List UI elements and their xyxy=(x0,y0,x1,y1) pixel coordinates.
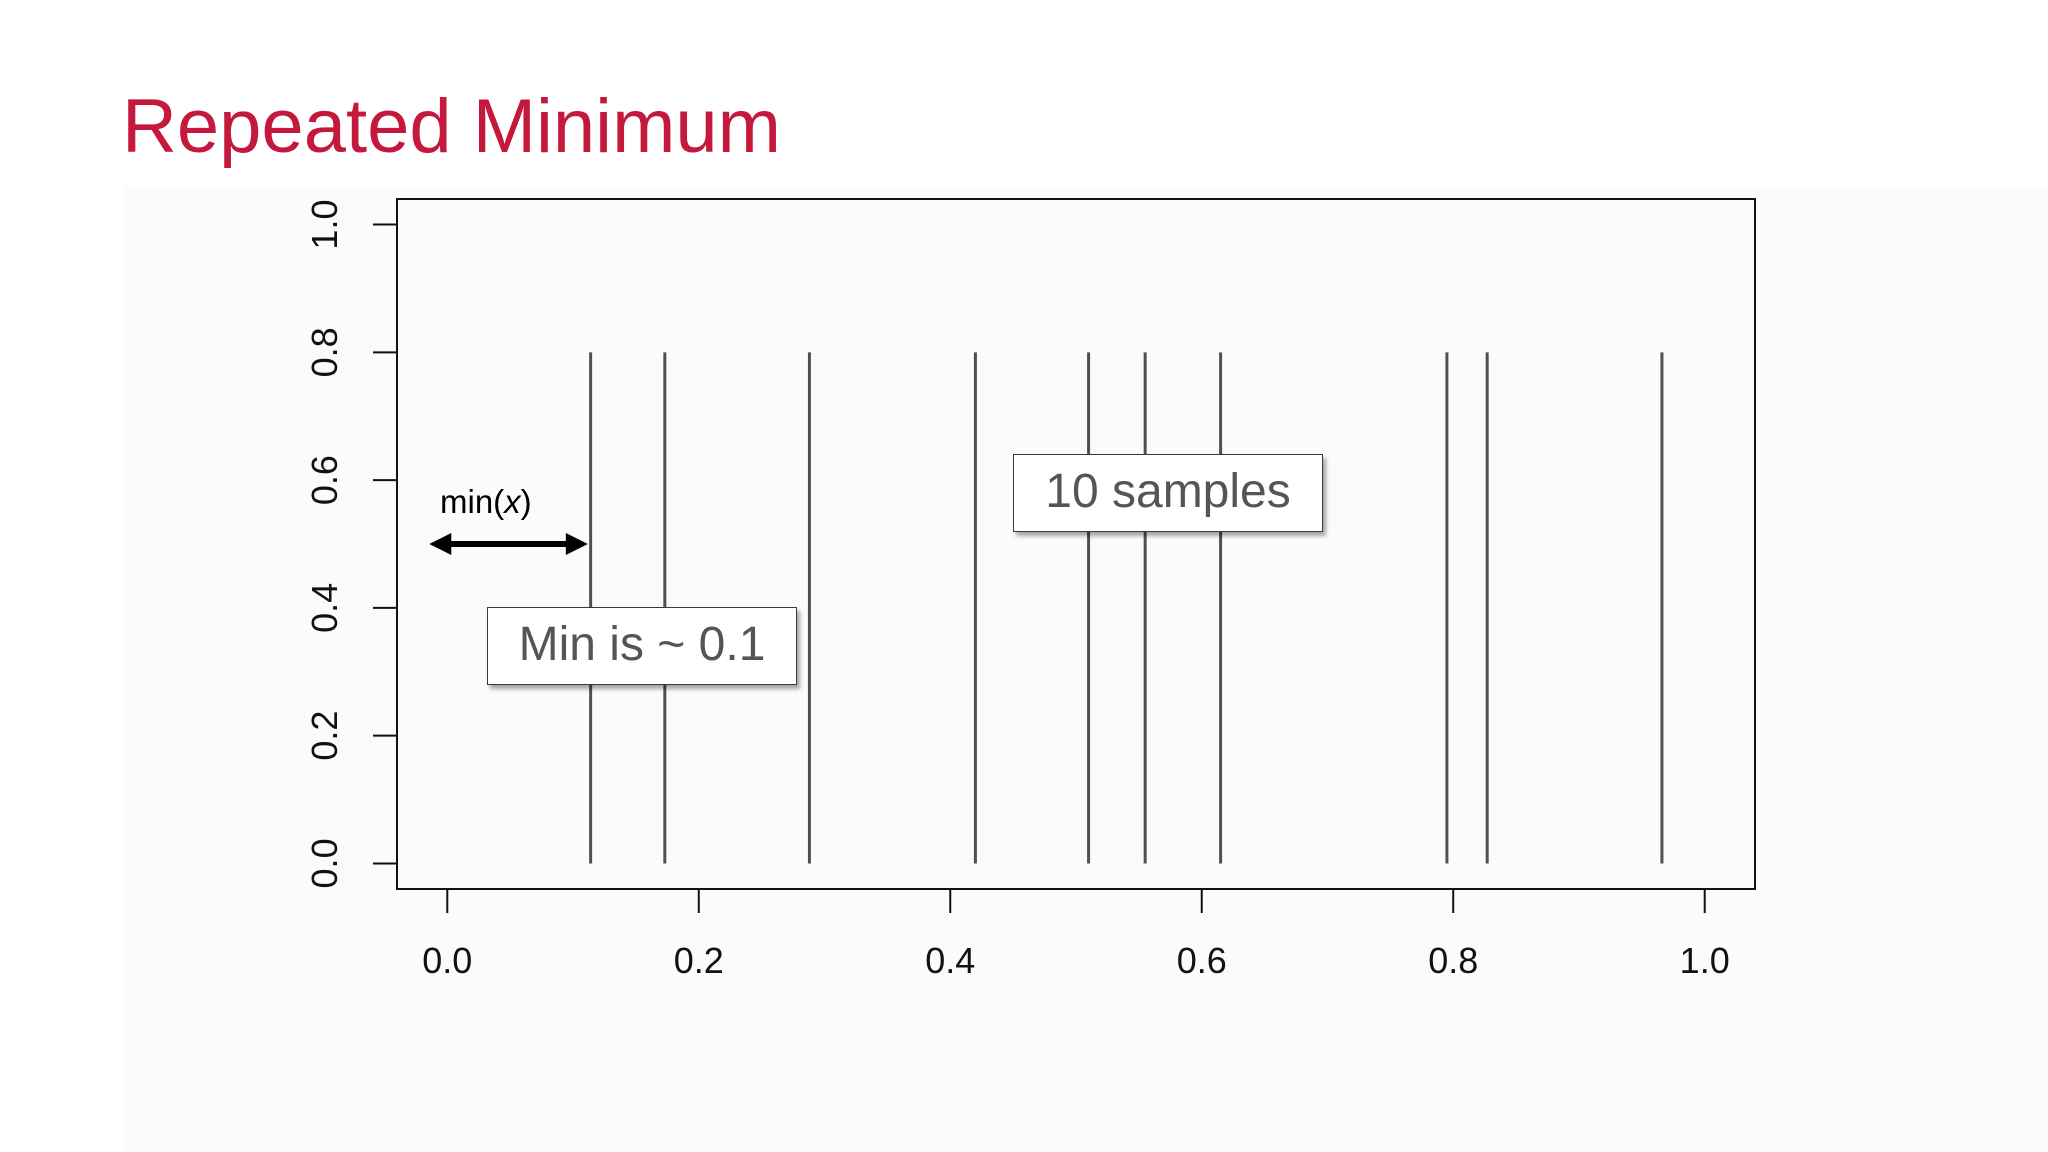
y-tick-label: 1.0 xyxy=(304,200,345,250)
slide-background xyxy=(124,186,2048,1152)
x-tick-label: 0.0 xyxy=(422,940,472,981)
arrow-head-left xyxy=(429,533,452,555)
min-x-label: min(x) xyxy=(440,482,532,522)
sample-lines xyxy=(589,352,1664,864)
x-tick-label: 1.0 xyxy=(1680,940,1730,981)
x-tick-label: 0.2 xyxy=(674,940,724,981)
chart-axes: 0.0 0.2 0.4 0.6 0.8 1.0 0.0 0.2 0.4 0.6 0.8 1.0 xyxy=(304,198,1756,981)
slide-title: Repeated Minimum xyxy=(122,84,781,169)
min-label-variable: x xyxy=(504,483,521,520)
y-tick-label: 0.8 xyxy=(304,327,345,377)
min-label-suffix: ) xyxy=(520,483,532,520)
x-tick-label: 0.8 xyxy=(1428,940,1478,981)
min-callout: Min is ~ 0.1 xyxy=(487,607,797,685)
x-tick-label: 0.6 xyxy=(1177,940,1227,981)
y-tick-label: 0.4 xyxy=(304,583,345,633)
arrow-head-right xyxy=(565,533,588,555)
samples-callout: 10 samples xyxy=(1013,454,1323,532)
y-tick-label: 0.6 xyxy=(304,455,345,505)
min-arrow xyxy=(429,533,588,555)
plot-frame xyxy=(396,198,1756,890)
y-tick-label: 0.2 xyxy=(304,711,345,761)
min-label-prefix: min( xyxy=(440,483,505,520)
y-tick-label: 0.0 xyxy=(304,838,345,888)
x-tick-label: 0.4 xyxy=(925,940,975,981)
